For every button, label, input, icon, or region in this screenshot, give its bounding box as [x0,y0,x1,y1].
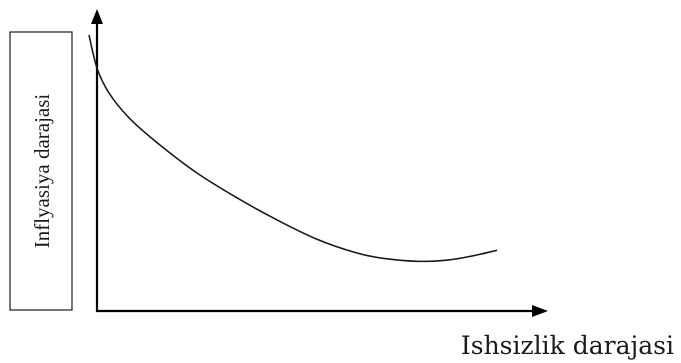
xlabel: Ishsizlik darajasi [461,331,674,360]
x-axis-arrow [532,305,548,317]
ylabel-box [9,31,73,311]
y-axis-arrow [91,9,103,24]
series-layer [88,34,498,263]
axes [91,9,548,317]
ylabel-group: Inflyasiya darajasi [9,31,73,311]
phillips-curve-line [88,34,498,263]
ylabel: Inflyasiya darajasi [30,94,54,249]
